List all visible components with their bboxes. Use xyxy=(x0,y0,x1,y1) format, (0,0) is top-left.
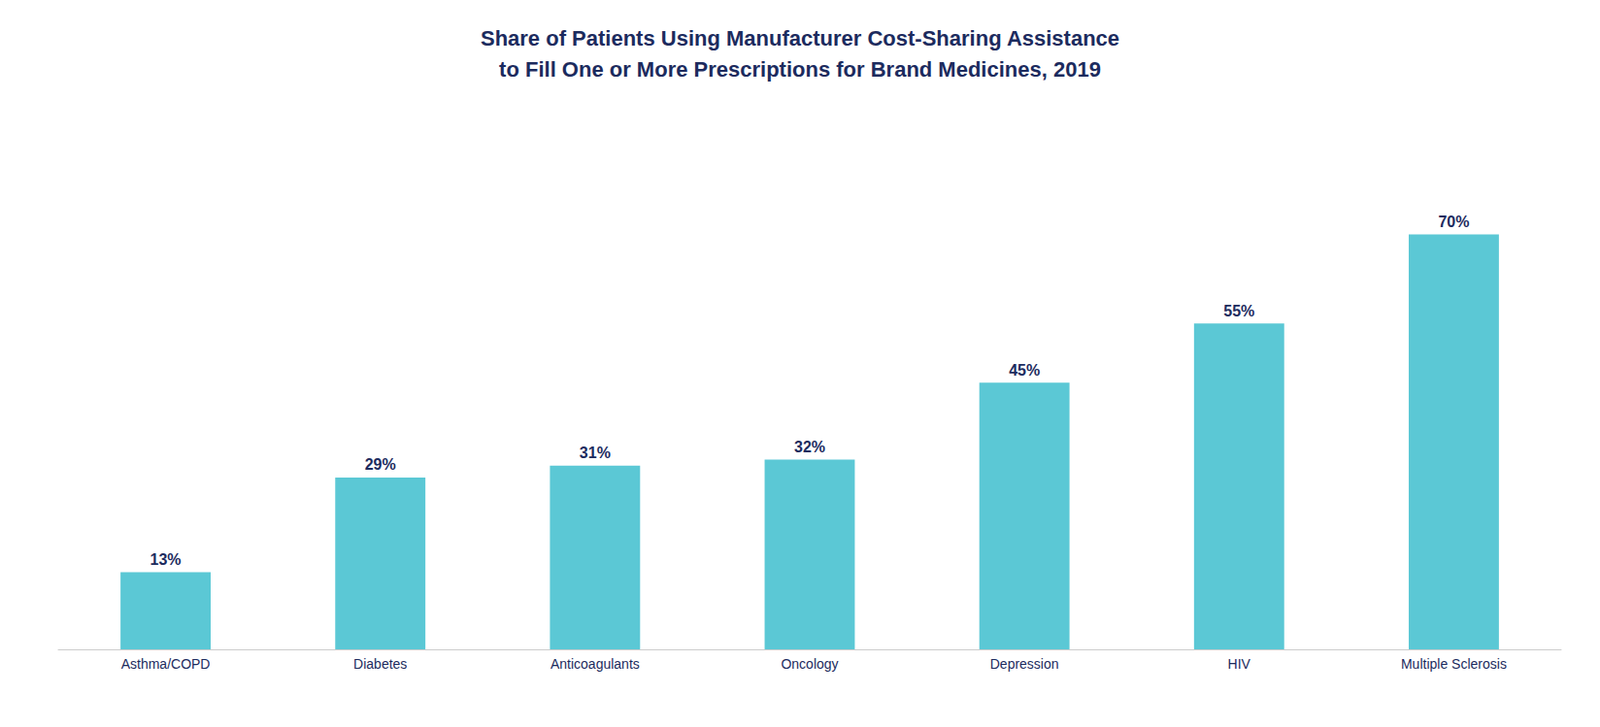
svg-text:13%: 13% xyxy=(150,551,182,568)
svg-text:31%: 31% xyxy=(579,444,611,462)
svg-text:Diabetes: Diabetes xyxy=(353,656,407,672)
svg-text:to Fill One or More Prescripti: to Fill One or More Prescriptions for Br… xyxy=(499,57,1101,82)
svg-text:Depression: Depression xyxy=(990,656,1060,672)
svg-text:70%: 70% xyxy=(1437,213,1469,231)
svg-text:HIV: HIV xyxy=(1228,656,1252,672)
svg-text:Oncology: Oncology xyxy=(780,656,838,672)
svg-text:Anticoagulants: Anticoagulants xyxy=(550,656,640,672)
svg-text:Share of Patients Using Manufa: Share of Patients Using Manufacturer Cos… xyxy=(480,26,1120,51)
svg-text:45%: 45% xyxy=(1008,362,1040,379)
svg-text:29%: 29% xyxy=(365,456,397,473)
svg-text:55%: 55% xyxy=(1223,302,1255,320)
svg-text:32%: 32% xyxy=(794,438,826,456)
svg-text:Asthma/COPD: Asthma/COPD xyxy=(121,656,211,672)
svg-text:Multiple Sclerosis: Multiple Sclerosis xyxy=(1400,656,1507,672)
